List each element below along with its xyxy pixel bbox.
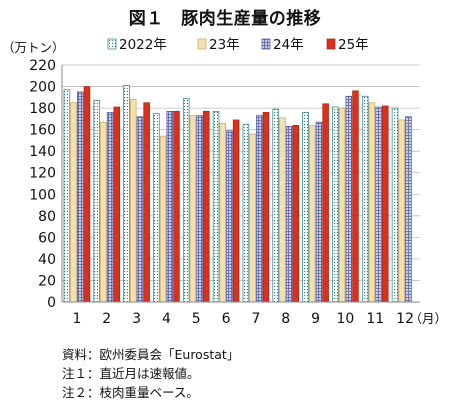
bar <box>226 130 233 303</box>
x-tick-label: 2 <box>102 311 111 327</box>
bar <box>113 106 121 303</box>
bar <box>279 117 286 303</box>
legend-swatch <box>326 38 336 50</box>
bar <box>398 119 405 303</box>
bar <box>302 112 309 303</box>
x-axis-unit-label: （月） <box>409 311 447 326</box>
source-note: 資料：欧州委員会「Eurostat」 <box>62 347 240 362</box>
bar <box>375 106 382 303</box>
y-axis-label: （万トン） <box>2 40 65 55</box>
y-tick-label: 160 <box>29 123 56 139</box>
bar <box>203 110 210 303</box>
x-tick-label: 4 <box>162 311 171 327</box>
x-tick-label: 10 <box>337 311 355 327</box>
bar <box>262 112 270 303</box>
y-tick-label: 40 <box>38 252 56 268</box>
bar <box>173 110 180 303</box>
bar <box>361 95 369 303</box>
legend-swatch <box>197 38 207 50</box>
bars <box>63 85 412 303</box>
legend-swatch <box>107 38 117 50</box>
bar <box>249 133 256 303</box>
x-tick-label: 12 <box>396 311 414 327</box>
legend-swatch <box>261 38 271 50</box>
note-2: 注２：枝肉重量ベース。 <box>62 385 199 400</box>
notes: 資料：欧州委員会「Eurostat」 注１：直近月は速報値。 注２：枝肉重量ベー… <box>62 345 239 402</box>
y-tick-label: 60 <box>38 230 56 246</box>
y-tick-label: 180 <box>29 101 56 117</box>
bar <box>123 85 130 303</box>
bar <box>166 110 174 303</box>
bar <box>143 102 150 303</box>
x-tick-label: 8 <box>281 311 290 327</box>
bar <box>352 90 359 303</box>
bar <box>182 98 190 303</box>
bar <box>93 100 100 303</box>
bar <box>332 106 339 303</box>
bar <box>232 119 240 303</box>
bar <box>159 135 167 303</box>
legend-label: 24年 <box>273 37 304 53</box>
y-tick-label: 220 <box>29 58 56 74</box>
bar <box>382 105 389 303</box>
bar <box>285 126 293 303</box>
bar <box>83 86 91 303</box>
y-tick-label: 20 <box>38 273 56 289</box>
bar <box>63 89 71 303</box>
x-tick-label: 5 <box>192 311 201 327</box>
bar <box>368 102 376 303</box>
bar <box>315 121 323 303</box>
bar <box>338 107 346 303</box>
bar <box>100 121 107 303</box>
x-tick-label: 3 <box>132 311 141 327</box>
bar <box>391 107 399 303</box>
bar <box>212 110 220 303</box>
chart-title: 図１ 豚肉生産量の推移 <box>128 9 322 29</box>
y-tick-label: 80 <box>38 209 56 225</box>
x-tick-label: 6 <box>222 311 231 327</box>
bar <box>292 124 300 303</box>
bar <box>189 115 197 303</box>
bar <box>256 115 263 303</box>
x-tick-label: 7 <box>251 311 260 327</box>
bar <box>219 122 226 303</box>
y-tick-label: 200 <box>29 80 56 96</box>
bar <box>322 103 329 303</box>
bar <box>272 108 279 303</box>
x-tick-label: 9 <box>311 311 320 327</box>
legend-label: 2022年 <box>119 37 167 53</box>
y-tick-label: 100 <box>29 187 56 203</box>
y-tick-label: 0 <box>47 295 56 311</box>
note-1: 注１：直近月は速報値。 <box>62 366 200 381</box>
legend-label: 25年 <box>338 37 369 53</box>
bar <box>106 112 114 303</box>
bar <box>70 102 77 303</box>
bar <box>129 99 137 303</box>
y-tick-label: 120 <box>29 166 56 182</box>
bar <box>345 95 353 303</box>
legend: 2022年 23年 24年 25年 <box>107 37 369 53</box>
bar <box>405 116 412 303</box>
legend-label: 23年 <box>209 37 240 53</box>
bar <box>136 116 144 303</box>
y-tick-label: 140 <box>29 144 56 160</box>
bar <box>77 91 84 303</box>
bar <box>196 115 203 303</box>
x-tick-label: 1 <box>72 311 81 327</box>
bar <box>242 123 250 303</box>
bar <box>308 124 316 303</box>
x-tick-label: 11 <box>366 311 384 327</box>
bar <box>153 113 160 303</box>
gridlines <box>62 64 420 281</box>
